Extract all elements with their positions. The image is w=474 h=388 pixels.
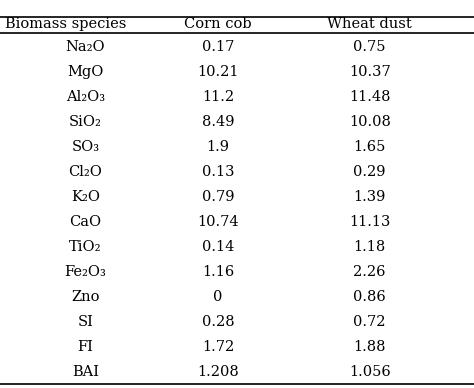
Text: 0: 0 — [213, 289, 223, 304]
Text: 1.72: 1.72 — [202, 340, 234, 353]
Text: 0.14: 0.14 — [202, 240, 234, 254]
Text: 0.79: 0.79 — [202, 190, 234, 204]
Text: 1.65: 1.65 — [354, 140, 386, 154]
Text: CaO: CaO — [69, 215, 101, 229]
Text: Corn cob: Corn cob — [184, 17, 252, 31]
Text: 0.28: 0.28 — [202, 315, 234, 329]
Text: Biomass species: Biomass species — [5, 17, 126, 31]
Text: 1.056: 1.056 — [349, 365, 391, 379]
Text: 1.39: 1.39 — [354, 190, 386, 204]
Text: Zno: Zno — [71, 289, 100, 304]
Text: 10.08: 10.08 — [349, 114, 391, 129]
Text: 11.13: 11.13 — [349, 215, 391, 229]
Text: Fe₂O₃: Fe₂O₃ — [64, 265, 106, 279]
Text: MgO: MgO — [67, 65, 103, 79]
Text: 1.9: 1.9 — [207, 140, 229, 154]
Text: Cl₂O: Cl₂O — [68, 165, 102, 178]
Text: 0.17: 0.17 — [202, 40, 234, 54]
Text: 1.88: 1.88 — [354, 340, 386, 353]
Text: 11.48: 11.48 — [349, 90, 391, 104]
Text: 0.75: 0.75 — [354, 40, 386, 54]
Text: 10.21: 10.21 — [197, 65, 239, 79]
Text: Na₂O: Na₂O — [65, 40, 105, 54]
Text: FI: FI — [77, 340, 93, 353]
Text: 8.49: 8.49 — [202, 114, 234, 129]
Text: 10.37: 10.37 — [349, 65, 391, 79]
Text: 1.18: 1.18 — [354, 240, 386, 254]
Text: SiO₂: SiO₂ — [69, 114, 102, 129]
Text: 1.16: 1.16 — [202, 265, 234, 279]
Text: K₂O: K₂O — [71, 190, 100, 204]
Text: 11.2: 11.2 — [202, 90, 234, 104]
Text: 0.13: 0.13 — [202, 165, 234, 178]
Text: 10.74: 10.74 — [197, 215, 239, 229]
Text: 0.72: 0.72 — [354, 315, 386, 329]
Text: 1.208: 1.208 — [197, 365, 239, 379]
Text: Al₂O₃: Al₂O₃ — [66, 90, 105, 104]
Text: BAI: BAI — [72, 365, 99, 379]
Text: Wheat dust: Wheat dust — [328, 17, 412, 31]
Text: 2.26: 2.26 — [354, 265, 386, 279]
Text: SI: SI — [77, 315, 93, 329]
Text: TiO₂: TiO₂ — [69, 240, 101, 254]
Text: SO₃: SO₃ — [71, 140, 100, 154]
Text: 0.86: 0.86 — [353, 289, 386, 304]
Text: 0.29: 0.29 — [354, 165, 386, 178]
